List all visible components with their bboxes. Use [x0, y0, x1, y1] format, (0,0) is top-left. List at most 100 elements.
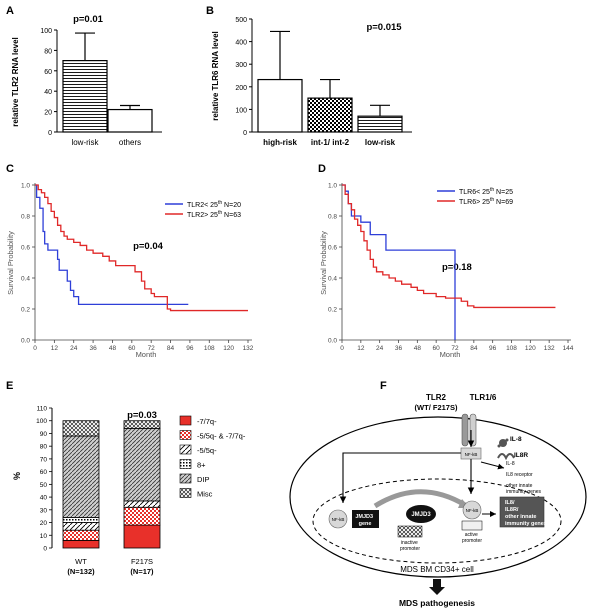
- panel-d-ytick-label-4: 0.8: [328, 214, 337, 221]
- nfkb-nucleus-icon: [328, 509, 348, 529]
- panel-d-xtick-label-0: 0: [340, 345, 344, 352]
- jmjd3-gene-box: [352, 510, 379, 528]
- panel-d-xtick-label-3: 36: [395, 345, 403, 352]
- panel-e-segment-0-2: [62, 522, 100, 531]
- jmjd3-protein-icon: [406, 505, 436, 523]
- panel-e-ytick-label-7: 70: [40, 456, 48, 463]
- panel-e-segment-0-5: [62, 420, 100, 437]
- panel-a-ytick-label-2: 40: [44, 89, 52, 96]
- nfkb-nucleus-label: NF-kB: [332, 517, 345, 522]
- receptor-tlr2-label: TLR2: [426, 393, 447, 402]
- cell-membrane: [289, 416, 587, 578]
- il8r-label: IL8R: [514, 452, 528, 459]
- innate-genes-label: IL8/ IL8R/ other innate immunity genes: [505, 500, 547, 527]
- panel-e-ytick-label-5: 50: [40, 482, 48, 489]
- panel-d-xtick-label-6: 72: [451, 345, 459, 352]
- panel-b-xlabel-2: low-risk: [365, 138, 396, 147]
- panel-e-segment-0-1: [62, 529, 100, 541]
- panel-d-xtick-label-8: 96: [489, 345, 497, 352]
- panel-e-legend-label-4: DIP: [197, 475, 210, 484]
- panel-c-ytick-label-3: 0.6: [21, 245, 30, 252]
- jmjd3-protein-label: JMJD3: [411, 512, 431, 518]
- arrow-nfkb-to-jmjd3-gene: [339, 452, 461, 503]
- panel-letter-c: C: [6, 163, 14, 175]
- panel-f-schematic: F TLR2 (WT/ F217S) TLR1/6 IL-8 IL8R NF-k…: [289, 380, 587, 608]
- panel-d-xlabel: Month: [440, 350, 461, 359]
- panel-d-xtick-label-5: 60: [433, 345, 441, 352]
- panel-e-legend-label-1: -5/5q- & -7/7q-: [197, 432, 246, 441]
- panel-c-legend-label-2: TLR2> 25th N=63: [187, 210, 241, 219]
- panel-e-ytick-label-10: 100: [36, 418, 47, 425]
- panel-e-group-n-0: (N=132): [67, 567, 95, 576]
- panel-e-segment-1-4: [123, 427, 161, 502]
- panel-b-ytick-label-0: 0: [243, 130, 247, 137]
- panel-e-legend-label-2: -5/5q-: [197, 446, 217, 455]
- panel-d-xtick-label-2: 24: [376, 345, 384, 352]
- panel-b-ytick-label-5: 500: [235, 17, 247, 24]
- panel-e-ytick-label-2: 20: [40, 520, 48, 527]
- down-arrow-icon: [429, 579, 445, 595]
- panel-e-ytick-label-1: 10: [40, 533, 48, 540]
- panel-e-legend-swatch-4: [179, 473, 192, 484]
- panel-c-xtick-label-11: 132: [243, 345, 254, 352]
- panel-a-bar-0: [62, 59, 108, 133]
- panel-b-bar-chart: B p=0.015 relative TLR6 RNA level 0 100 20…: [206, 5, 412, 147]
- panel-d-ytick-label-0: 0.0: [328, 338, 337, 345]
- panel-d-xtick-label-11: 132: [544, 345, 555, 352]
- panel-letter-f: F: [380, 380, 387, 392]
- panel-c-xtick-label-2: 24: [70, 345, 78, 352]
- panel-a-bar-1: [107, 108, 153, 133]
- panel-b-ytick-label-1: 100: [235, 107, 247, 114]
- panel-e-segment-0-0: [62, 539, 100, 549]
- panel-c-xtick-label-0: 0: [33, 345, 37, 352]
- panel-e-legend-swatch-1: [179, 430, 192, 440]
- panel-letter-a: A: [6, 5, 14, 17]
- panel-c-ytick-label-1: 0.2: [21, 307, 30, 314]
- panel-letter-e: E: [6, 380, 13, 392]
- panel-d-xtick-label-12: 144: [563, 345, 574, 352]
- panel-a-ytick-label-0: 0: [48, 130, 52, 137]
- arrow-jmjd3-to-promoter: [373, 489, 467, 509]
- active-promoter-box: [461, 520, 483, 531]
- panel-e-ylabel: %: [12, 472, 22, 480]
- panel-e-segment-1-5: [123, 420, 161, 429]
- panel-b-ylabel: relative TLR6 RNA level: [211, 31, 220, 121]
- panel-c-xtick-label-6: 72: [148, 345, 156, 352]
- panel-e-legend-swatch-5: [179, 488, 192, 498]
- panel-d-legend: TLR6< 25th N=25 TLR6> 25th N=69: [437, 187, 513, 206]
- panel-b-bar-2: [357, 115, 403, 133]
- panel-e-ytick-label-3: 30: [40, 507, 48, 514]
- target-genes-list: IL-8 IL8 receptor other innate immunity …: [506, 461, 542, 495]
- receptor-tlr16-label: TLR1/6: [470, 393, 497, 402]
- panel-e-legend-label-5: Misc: [197, 490, 213, 499]
- panel-letter-d: D: [318, 163, 326, 175]
- innate-genes-box: [499, 496, 545, 528]
- inactive-promoter-label: inactive promoter: [400, 540, 420, 552]
- nfkb-cytoplasm-label: NF-kB: [465, 452, 478, 457]
- panel-letter-b: B: [206, 5, 214, 17]
- panel-d-xtick-label-9: 108: [506, 345, 517, 352]
- nfkb-active-label: NF-kB: [466, 508, 479, 513]
- panel-c-legend-label-1: TLR2< 25th N=20: [187, 200, 241, 209]
- panel-b-ytick-label-2: 200: [235, 85, 247, 92]
- inactive-promoter-box: [397, 525, 423, 538]
- panel-e-ytick-label-4: 40: [40, 495, 48, 502]
- panel-e-group-label-0: WT: [75, 557, 87, 566]
- panel-e-legend-label-0: -7/7q-: [197, 417, 217, 426]
- panel-a-xlabel-0: low-risk: [71, 138, 99, 147]
- panel-e-group-label-1: F217S: [131, 557, 153, 566]
- panel-e-legend-swatch-2: [179, 444, 192, 455]
- panel-e-segment-1-1: [123, 506, 161, 526]
- panel-a-bar-chart: A p=0.01 relative TLR2 RNA level 0 20 40 60…: [6, 5, 162, 147]
- panel-a-ytick-label-1: 20: [44, 110, 52, 117]
- il8-label: IL-8: [510, 436, 522, 443]
- panel-c-legend: TLR2< 25th N=20 TLR2> 25th N=63: [165, 200, 241, 219]
- panel-d-xtick-label-4: 48: [414, 345, 422, 352]
- panel-e-legend-swatch-3: [179, 459, 192, 469]
- panel-e-segment-0-4: [62, 435, 100, 518]
- panel-d-legend-label-2: TLR6> 25th N=69: [459, 197, 513, 206]
- panel-c-xtick-label-3: 36: [89, 345, 97, 352]
- panel-b-bar-0: [257, 78, 303, 133]
